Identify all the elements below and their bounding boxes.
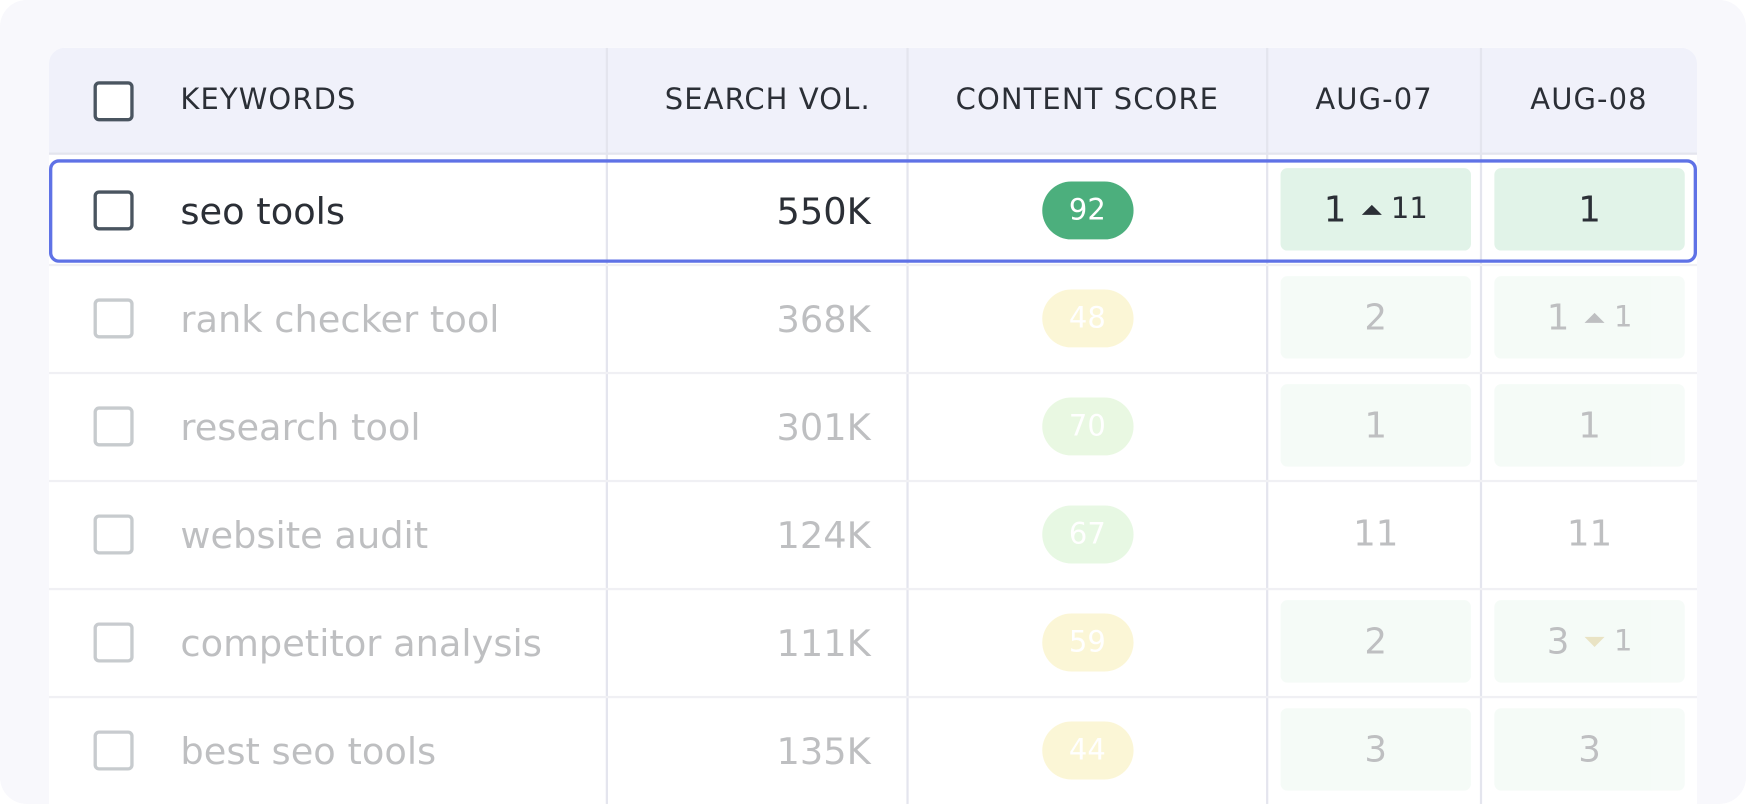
column-header: AUG-08 <box>1530 83 1648 117</box>
keyword: website audit <box>180 513 429 557</box>
row-checkbox[interactable] <box>93 514 134 555</box>
content-score: 48 <box>1041 289 1134 348</box>
change-arrow <box>1361 204 1383 215</box>
rank-change: 1 <box>1584 624 1633 659</box>
keyword: research tool <box>180 405 421 449</box>
column-header: CONTENT SCORE <box>955 83 1220 117</box>
search-volume: 135K <box>776 729 871 773</box>
rank-change: 11 <box>1361 192 1428 227</box>
rank-change: 1 <box>1584 300 1633 335</box>
rank-cell: 2 <box>1280 276 1471 359</box>
change-value: 11 <box>1390 192 1428 227</box>
rank-cell: 1 <box>1494 168 1685 251</box>
rank-cell: 1 11 <box>1280 168 1471 251</box>
content-score: 59 <box>1041 613 1134 672</box>
selected-row-outline <box>48 159 1698 263</box>
rank-cell: 3 <box>1494 708 1685 791</box>
search-volume: 124K <box>776 513 871 557</box>
table-row[interactable]: competitor analysis 111K 59 2 3 1 <box>49 589 1697 697</box>
table-row[interactable]: research tool 301K 70 1 1 <box>49 373 1697 481</box>
change-value: 1 <box>1613 300 1633 335</box>
search-volume: 550K <box>776 189 871 233</box>
keyword: best seo tools <box>180 729 437 773</box>
row-divider <box>48 587 1698 591</box>
rank: 3 <box>1364 728 1388 771</box>
keyword: seo tools <box>180 189 346 233</box>
content-score: 67 <box>1041 505 1134 564</box>
rank-cell: 11 <box>1281 492 1471 574</box>
search-volume: 111K <box>776 621 871 665</box>
rank: 1 <box>1323 188 1347 231</box>
column-header: AUG-07 <box>1315 83 1433 117</box>
keyword-table: KEYWORDS SEARCH VOL. CONTENT SCORE AUG-07 AU… <box>48 47 1698 804</box>
content-score: 70 <box>1041 397 1134 456</box>
row-divider <box>48 371 1698 375</box>
rank: 2 <box>1364 620 1388 663</box>
rank-cell: 2 <box>1280 600 1471 683</box>
rank: 1 <box>1578 404 1601 447</box>
row-checkbox[interactable] <box>93 622 134 663</box>
rank: 1 <box>1578 188 1601 231</box>
select-all-checkbox[interactable] <box>93 81 134 122</box>
column-divider <box>1266 47 1269 804</box>
change-arrow <box>1584 636 1606 647</box>
row-divider <box>48 263 1698 267</box>
table-row[interactable]: website audit 124K 67 11 11 <box>49 481 1697 589</box>
rank: 11 <box>1353 512 1399 555</box>
header-row <box>48 47 1698 154</box>
content-score: 92 <box>1041 181 1134 240</box>
column-header: KEYWORDS <box>180 83 357 117</box>
change-value: 1 <box>1613 624 1633 659</box>
header-divider <box>48 152 1698 155</box>
table-row[interactable]: best seo tools 135K 44 3 3 <box>49 697 1697 804</box>
row-checkbox[interactable] <box>93 298 134 339</box>
search-volume: 368K <box>776 297 871 341</box>
search-volume: 301K <box>776 405 871 449</box>
rank: 11 <box>1566 512 1613 555</box>
rank: 3 <box>1578 728 1601 771</box>
column-divider <box>605 47 608 804</box>
row-divider <box>48 695 1698 699</box>
rank: 1 <box>1546 296 1570 339</box>
column-header: SEARCH VOL. <box>664 83 871 117</box>
column-divider <box>1479 47 1483 804</box>
rank-cell: 1 <box>1280 384 1471 467</box>
rank-cell: 11 <box>1494 492 1684 574</box>
column-divider <box>906 47 909 804</box>
rank-cell: 1 <box>1494 384 1685 467</box>
rank: 2 <box>1364 296 1388 339</box>
keyword: competitor analysis <box>180 621 542 665</box>
table-row[interactable]: rank checker tool 368K 48 2 1 1 <box>49 265 1697 373</box>
rank: 3 <box>1546 620 1570 663</box>
row-checkbox[interactable] <box>93 730 134 771</box>
rank-cell: 3 <box>1280 708 1471 791</box>
row-checkbox[interactable] <box>93 406 134 447</box>
table-row[interactable]: seo tools 550K 92 1 11 1 <box>49 157 1697 265</box>
change-arrow <box>1584 312 1606 323</box>
keyword: rank checker tool <box>180 297 500 341</box>
row-checkbox[interactable] <box>93 190 134 231</box>
content-score: 44 <box>1041 721 1134 780</box>
rank: 1 <box>1364 404 1388 447</box>
row-divider <box>48 479 1698 483</box>
